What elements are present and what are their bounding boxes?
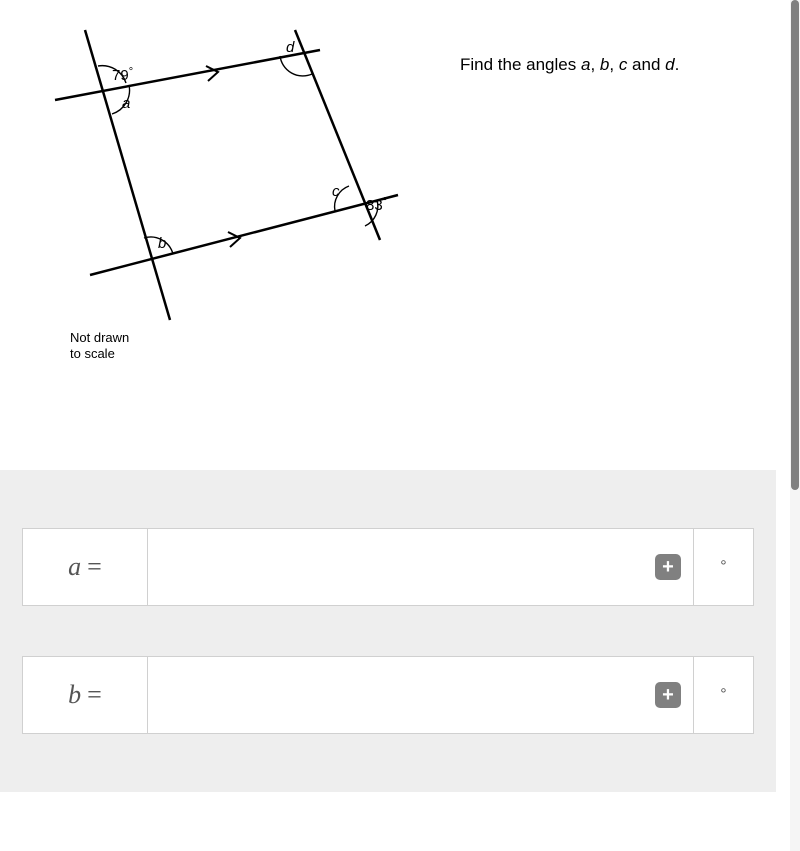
not-drawn-caption: Not drawn to scale xyxy=(70,330,129,361)
plus-icon: + xyxy=(662,557,674,577)
plus-icon: + xyxy=(662,685,674,705)
geometry-diagram: 79° a d c 83° b Not drawn to scale xyxy=(20,10,420,340)
answer-unit-a: ° xyxy=(694,528,754,606)
scrollbar-track[interactable] xyxy=(790,0,800,851)
answer-input-b[interactable] xyxy=(156,665,645,725)
question-text: Find the angles a, b, c and d. xyxy=(420,10,756,340)
angle-a-label: a xyxy=(122,95,130,112)
expand-button-b[interactable]: + xyxy=(655,682,681,708)
expand-button-a[interactable]: + xyxy=(655,554,681,580)
angle-c-label: c xyxy=(332,183,340,200)
answer-row-b: b= + ° xyxy=(22,656,754,734)
answer-row-a: a= + ° xyxy=(22,528,754,606)
page-content: 79° a d c 83° b Not drawn to scale Find … xyxy=(0,0,788,792)
angle-b-label: b xyxy=(158,235,166,252)
answer-label-a: a= xyxy=(22,528,148,606)
angle-d-label: d xyxy=(286,39,295,56)
question-section: 79° a d c 83° b Not drawn to scale Find … xyxy=(0,0,776,340)
diagram-svg: 79° a d c 83° b xyxy=(20,10,420,340)
angle-79-label: 79° xyxy=(112,66,133,84)
answers-panel: a= + ° b= + ° xyxy=(0,470,776,792)
angle-83-label: 83° xyxy=(366,196,387,214)
answer-label-b: b= xyxy=(22,656,148,734)
answer-unit-b: ° xyxy=(694,656,754,734)
scrollbar-thumb[interactable] xyxy=(791,0,799,490)
answer-input-container-a: + xyxy=(148,528,694,606)
answer-input-container-b: + xyxy=(148,656,694,734)
answer-input-a[interactable] xyxy=(156,537,645,597)
